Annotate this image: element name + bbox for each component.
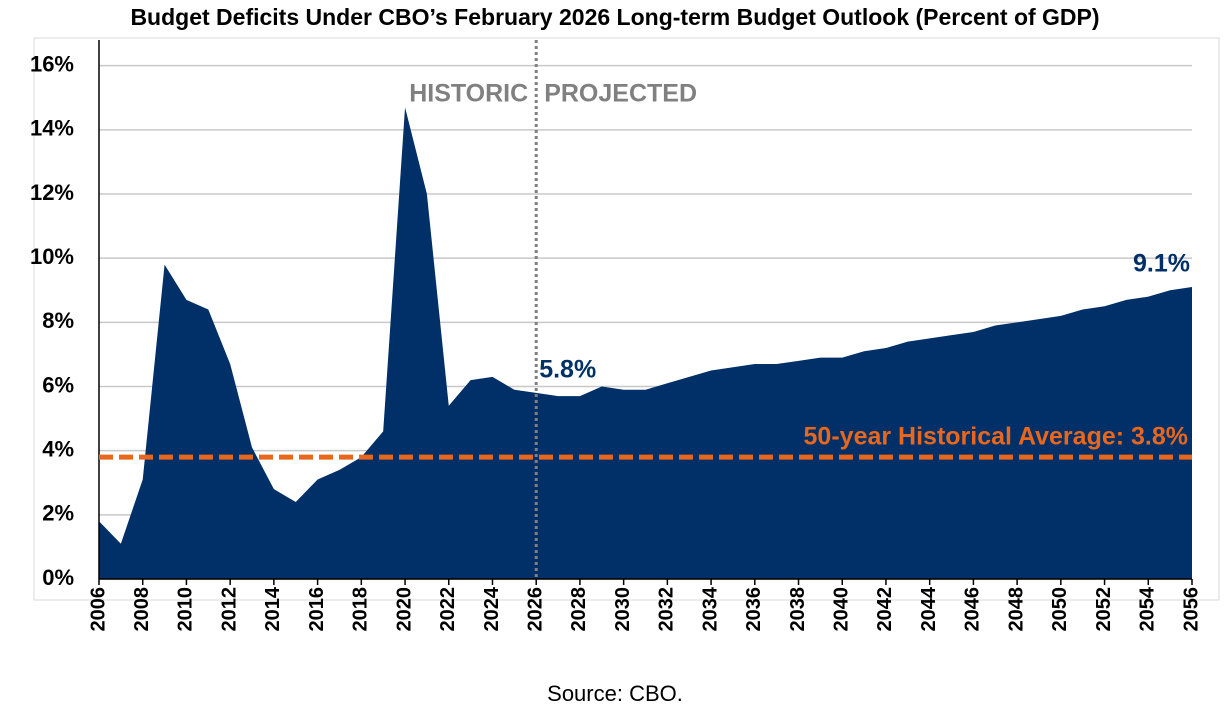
y-tick-label: 2%: [42, 501, 74, 526]
area: [99, 107, 1192, 579]
value-label: 5.8%: [539, 356, 596, 384]
x-tick-label: 2038: [787, 587, 809, 632]
x-tick-label: 2028: [568, 587, 590, 632]
x-tick-label: 2022: [437, 587, 459, 632]
reference-label: 50-year Historical Average: 3.8%: [804, 423, 1188, 451]
chart-title: Budget Deficits Under CBO’s February 202…: [130, 4, 1099, 30]
value-label: 9.1%: [1133, 250, 1190, 278]
y-tick-label: 12%: [30, 180, 74, 205]
x-tick-label: 2036: [743, 587, 765, 632]
x-tick-label: 2024: [481, 586, 503, 631]
x-tick-label: 2012: [218, 587, 240, 632]
x-tick-label: 2020: [393, 587, 415, 632]
x-tick-label: 2056: [1180, 587, 1202, 632]
y-tick-label: 14%: [30, 116, 74, 141]
x-tick-label: 2010: [175, 587, 197, 632]
x-tick-label: 2032: [656, 587, 678, 632]
x-tick-label: 2044: [918, 586, 940, 631]
x-tick-label: 2006: [87, 587, 109, 632]
divider-right-label: PROJECTED: [544, 80, 697, 108]
y-tick-label: 6%: [42, 372, 74, 397]
x-tick-label: 2048: [1005, 587, 1027, 632]
y-tick-label: 0%: [42, 565, 74, 590]
source: Source: CBO.: [547, 681, 683, 706]
x-tick-label: 2030: [612, 587, 634, 632]
y-tick-label: 8%: [42, 308, 74, 333]
x-tick-label: 2052: [1093, 587, 1115, 632]
x-tick-label: 2050: [1049, 587, 1071, 632]
x-tick-label: 2014: [262, 586, 284, 631]
x-tick-label: 2040: [831, 587, 853, 632]
x-tick-label: 2016: [306, 587, 328, 632]
x-tick-label: 2034: [699, 586, 721, 631]
plot-frame: [33, 37, 1220, 601]
x-tick-label: 2008: [131, 587, 153, 632]
y-tick-label: 16%: [30, 51, 74, 76]
divider-left-label: HISTORIC: [409, 80, 528, 108]
x-tick-label: 2026: [524, 587, 546, 632]
x-tick-label: 2054: [1137, 586, 1159, 631]
y-tick-label: 10%: [30, 244, 74, 269]
x-tick-label: 2046: [962, 587, 984, 632]
x-tick-label: 2018: [350, 587, 372, 632]
x-tick-label: 2042: [874, 587, 896, 632]
y-tick-label: 4%: [42, 436, 74, 461]
